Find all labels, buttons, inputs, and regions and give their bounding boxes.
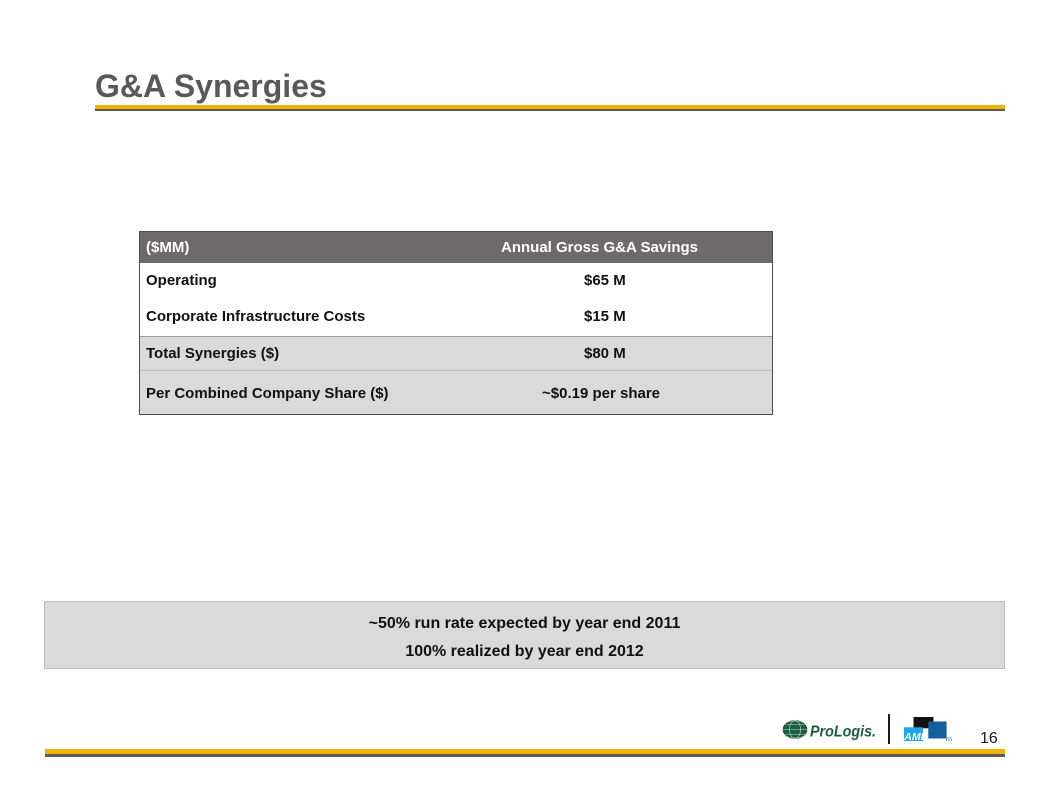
svg-text:ProLogis.: ProLogis. — [810, 724, 876, 741]
svg-text:AMB: AMB — [903, 731, 928, 741]
svg-text:R: R — [948, 738, 951, 741]
